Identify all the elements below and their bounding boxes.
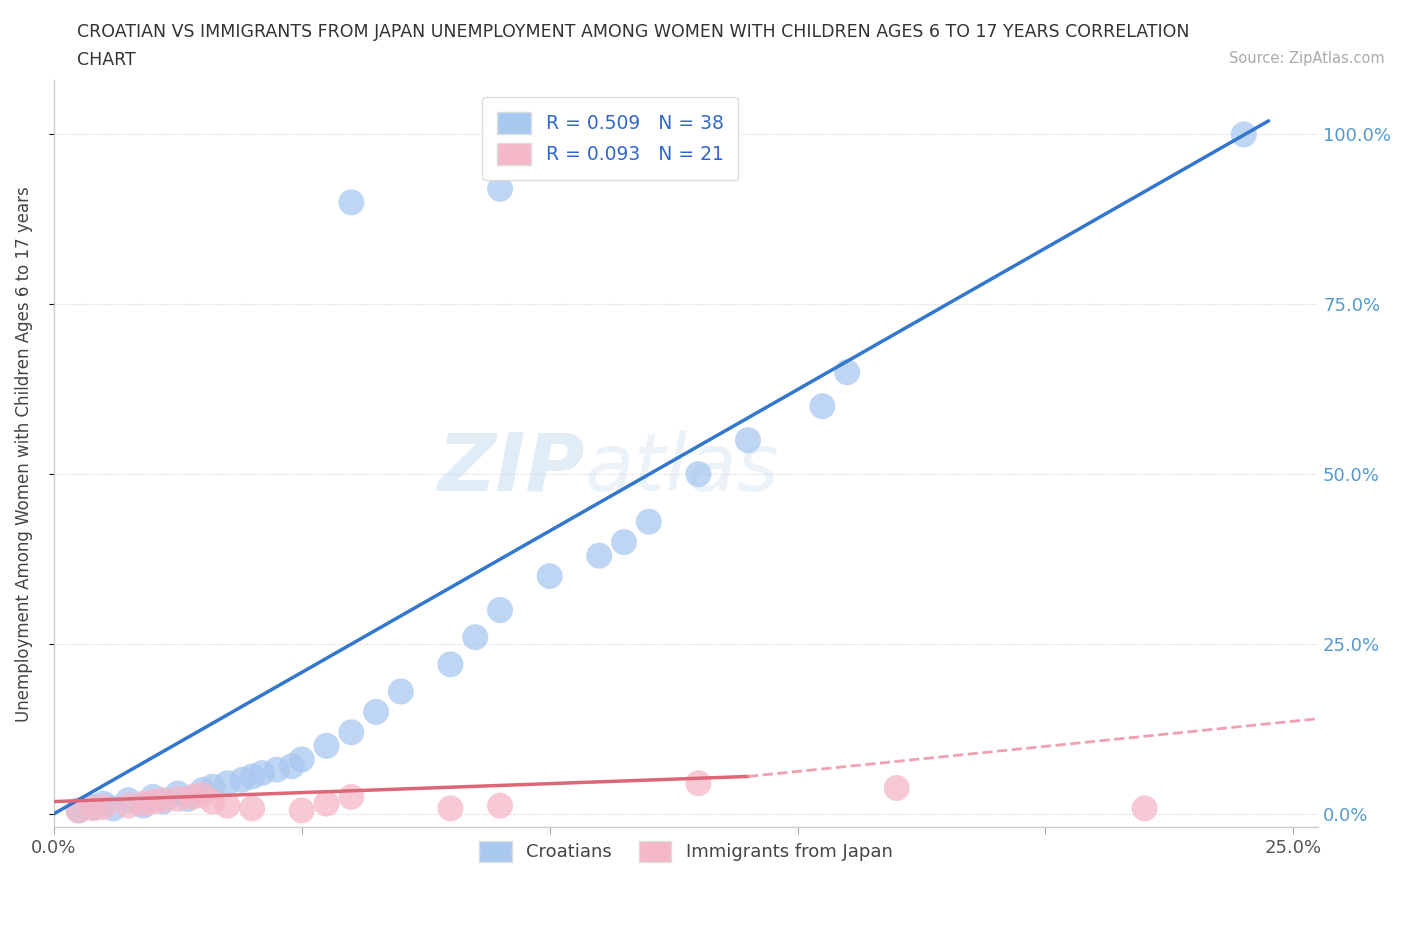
Point: [1133, 801, 1156, 816]
Point: [688, 776, 710, 790]
Point: [82, 801, 104, 816]
Point: [201, 794, 224, 809]
Point: [315, 796, 337, 811]
Point: [291, 803, 314, 817]
Point: [166, 791, 188, 806]
Y-axis label: Unemployment Among Women with Children Ages 6 to 17 years: Unemployment Among Women with Children A…: [15, 186, 32, 722]
Point: [637, 514, 659, 529]
Point: [231, 773, 253, 788]
Text: CHART: CHART: [77, 51, 136, 69]
Point: [439, 657, 461, 671]
Point: [67, 803, 90, 817]
Point: [340, 790, 363, 804]
Point: [389, 684, 412, 699]
Point: [132, 796, 155, 811]
Point: [217, 798, 239, 813]
Point: [281, 759, 304, 774]
Point: [588, 548, 610, 563]
Point: [117, 792, 139, 807]
Point: [886, 780, 908, 795]
Point: [152, 792, 174, 807]
Point: [837, 365, 859, 379]
Point: [613, 535, 636, 550]
Point: [240, 801, 263, 816]
Point: [538, 568, 561, 583]
Point: [103, 801, 125, 816]
Text: CROATIAN VS IMMIGRANTS FROM JAPAN UNEMPLOYMENT AMONG WOMEN WITH CHILDREN AGES 6 : CROATIAN VS IMMIGRANTS FROM JAPAN UNEMPL…: [77, 23, 1189, 41]
Point: [340, 724, 363, 739]
Point: [291, 752, 314, 767]
Point: [250, 765, 273, 780]
Point: [439, 801, 461, 816]
Point: [132, 798, 155, 813]
Point: [489, 798, 512, 813]
Text: ZIP: ZIP: [437, 430, 585, 508]
Point: [142, 794, 165, 809]
Point: [93, 796, 115, 811]
Point: [464, 630, 486, 644]
Point: [191, 783, 214, 798]
Point: [166, 786, 188, 801]
Point: [266, 763, 288, 777]
Point: [811, 399, 834, 414]
Point: [489, 181, 512, 196]
Point: [67, 803, 90, 817]
Point: [82, 800, 104, 815]
Point: [1233, 127, 1256, 142]
Point: [489, 603, 512, 618]
Point: [340, 195, 363, 210]
Point: [176, 791, 198, 806]
Point: [217, 776, 239, 790]
Point: [315, 738, 337, 753]
Point: [737, 432, 759, 447]
Point: [152, 794, 174, 809]
Text: atlas: atlas: [585, 430, 779, 508]
Point: [688, 467, 710, 482]
Point: [366, 704, 388, 719]
Point: [201, 779, 224, 794]
Legend: Croatians, Immigrants from Japan: Croatians, Immigrants from Japan: [470, 831, 901, 870]
Point: [142, 790, 165, 804]
Point: [93, 800, 115, 815]
Point: [117, 798, 139, 813]
Point: [191, 788, 214, 803]
Point: [181, 790, 204, 804]
Point: [240, 769, 263, 784]
Text: Source: ZipAtlas.com: Source: ZipAtlas.com: [1229, 51, 1385, 66]
